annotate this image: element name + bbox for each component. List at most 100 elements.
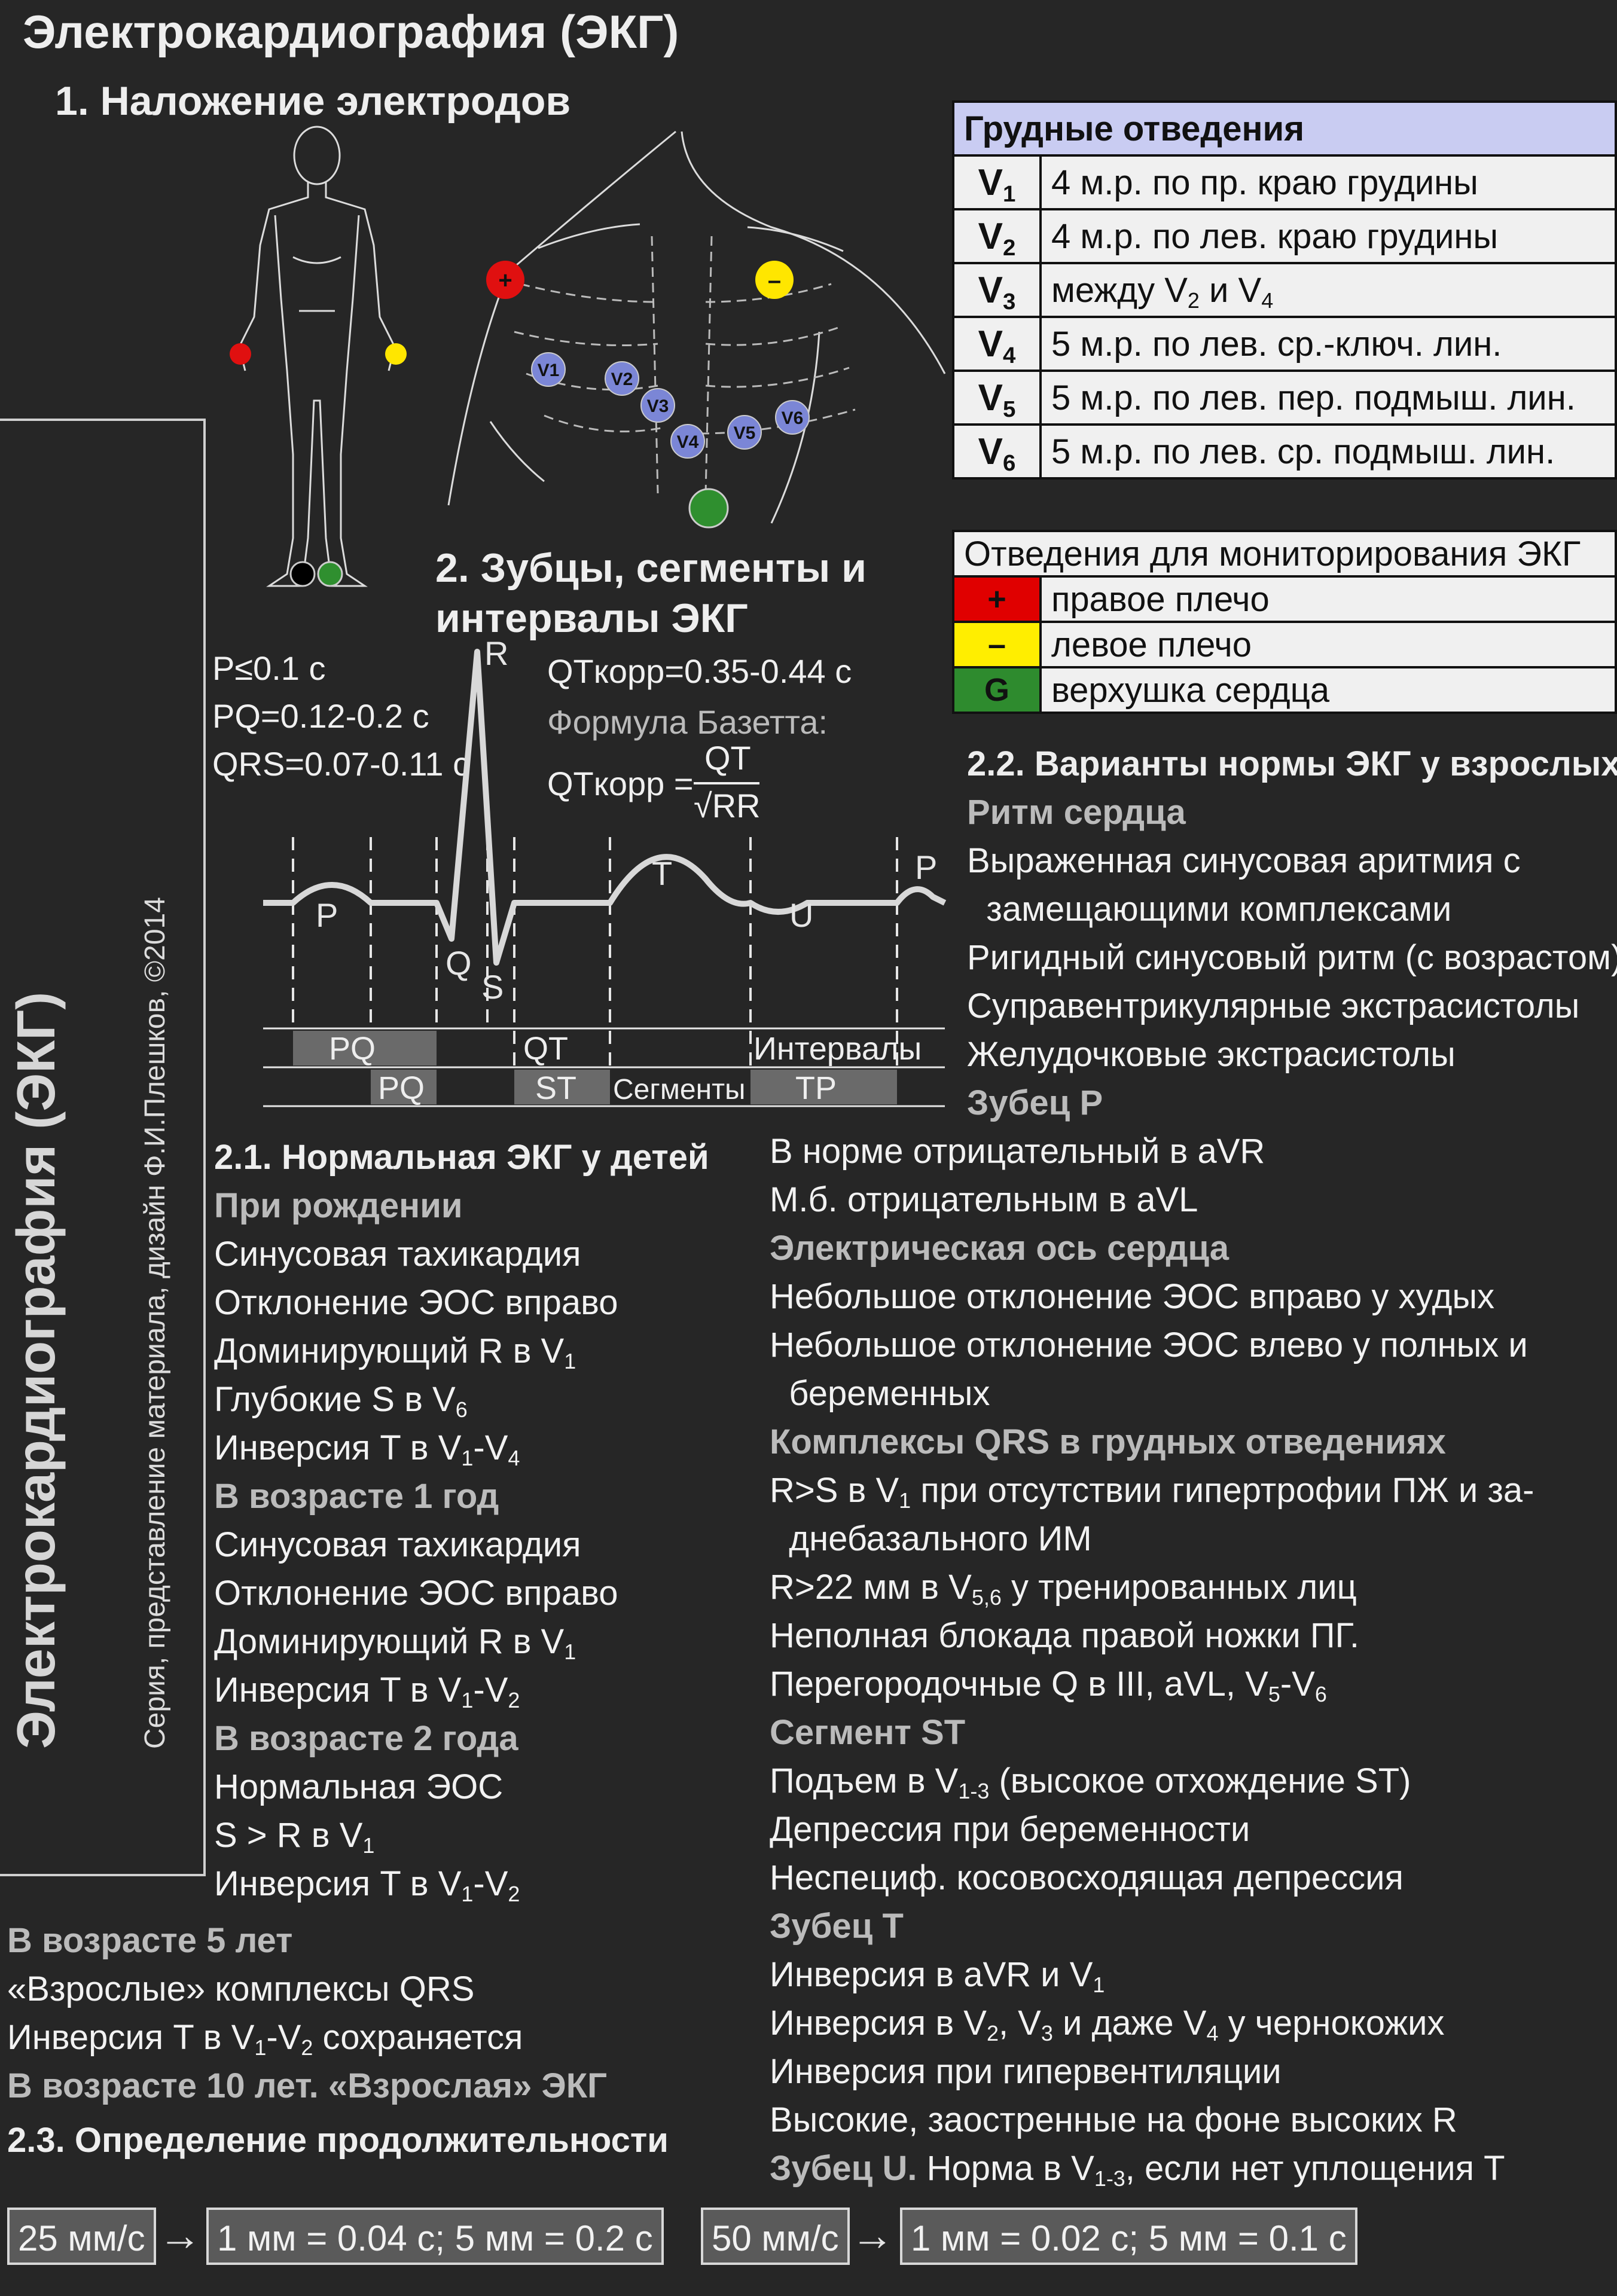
pwave-title: Зубец P bbox=[967, 1083, 1103, 1122]
lead-cell: V4 bbox=[952, 316, 1042, 372]
electrode-left-leg bbox=[317, 561, 343, 587]
formula-left: QTкорр = bbox=[547, 765, 694, 802]
axis-title: Электрическая ось сердца bbox=[770, 1229, 1229, 1268]
adults-section: 2.2. Варианты нормы ЭКГ у взрослых Ритм … bbox=[967, 740, 1617, 1127]
list-item: «Взрослые» комплексы QRS bbox=[7, 1970, 475, 2008]
list-item: Доминирующий R в V1 bbox=[214, 1622, 576, 1665]
chest-electrode-v3-label: V3 bbox=[647, 396, 669, 416]
children-section: 2.1. Нормальная ЭКГ у детей При рождении… bbox=[214, 1133, 709, 1908]
children-title: 2.1. Нормальная ЭКГ у детей bbox=[214, 1138, 709, 1177]
list-item: Синусовая тахикардия bbox=[214, 1235, 581, 1274]
uwave-line: Зубец U. Норма в V1-3, если нет уплощени… bbox=[770, 2149, 1505, 2191]
table-row: V4 5 м.р. по лев. ср.-ключ. лин. bbox=[952, 316, 1617, 372]
list-item: Желудочковые экстрасистолы bbox=[967, 1035, 1456, 1074]
st-title: Сегмент ST bbox=[770, 1713, 966, 1752]
electrode-minus bbox=[755, 261, 794, 299]
list-item: Подъем в V1-3 (высокое отхождение ST) bbox=[770, 1761, 1411, 1804]
list-item: S > R в V1 bbox=[214, 1816, 375, 1858]
page-title: Электрокардиография (ЭКГ) bbox=[23, 5, 679, 58]
list-item: Глубокие S в V6 bbox=[214, 1380, 468, 1422]
electrode-plus-label: + bbox=[498, 267, 512, 294]
twave-title: Зубец T bbox=[770, 1907, 904, 1946]
monitor-location: левое плечо bbox=[1039, 621, 1617, 668]
list-item: беременных bbox=[770, 1374, 990, 1413]
vertical-credit: Серия, представление материала, дизайн Ф… bbox=[139, 897, 171, 1749]
list-item: Неспециф. косовосходящая депрессия bbox=[770, 1858, 1404, 1897]
intervals-label: Интервалы bbox=[753, 1031, 922, 1067]
result-50-box: 1 мм = 0.02 с; 5 мм = 0.1 с bbox=[900, 2208, 1357, 2265]
chest-electrode-v5 bbox=[727, 415, 762, 450]
lead-cell: V6 bbox=[952, 423, 1042, 480]
arrow-icon: → bbox=[851, 2212, 894, 2260]
chest-electrode-v6-label: V6 bbox=[782, 408, 804, 428]
lead-position: 4 м.р. по лев. краю грудины bbox=[1039, 208, 1617, 264]
children-section-continued: В возрасте 5 лет «Взрослые» комплексы QR… bbox=[7, 1916, 669, 2164]
chest-leads-header: Грудные отведения bbox=[952, 100, 1617, 157]
chest-figure: + – V1 V2 V3 V4 V5 V6 bbox=[447, 130, 946, 529]
list-item: Нормальная ЭОС bbox=[214, 1767, 504, 1806]
table-row: V1 4 м.р. по пр. краю грудины bbox=[952, 154, 1617, 210]
wave-u-label: U bbox=[789, 896, 813, 934]
list-item: В норме отрицательный в aVR bbox=[770, 1132, 1265, 1171]
list-item: Неполная блокада правой ножки ПГ. bbox=[770, 1616, 1359, 1655]
lead-position: 5 м.р. по лев. ср.-ключ. лин. bbox=[1039, 316, 1617, 372]
lead-cell: V1 bbox=[952, 154, 1042, 210]
param-p: P≤0.1 с bbox=[212, 649, 326, 687]
list-item: Инверсия T в V1-V2 bbox=[214, 1864, 520, 1907]
qrs-title: Комплексы QRS в грудных отведениях bbox=[770, 1422, 1446, 1461]
monitor-swatch-red: + bbox=[952, 575, 1042, 623]
chest-electrode-v1-label: V1 bbox=[538, 361, 560, 380]
list-item: Инверсия T в V1-V2 сохраняется bbox=[7, 2018, 523, 2060]
chest-electrode-v4-label: V4 bbox=[677, 432, 699, 452]
wave-p-label: P bbox=[316, 896, 338, 934]
result-25-box: 1 мм = 0.04 с; 5 мм = 0.2 с bbox=[206, 2208, 664, 2265]
monitor-swatch-yellow: – bbox=[952, 621, 1042, 668]
chest-electrode-v2-label: V2 bbox=[611, 370, 633, 389]
chest-electrode-v4 bbox=[670, 424, 705, 459]
electrode-ground bbox=[688, 488, 729, 529]
rhythm-title: Ритм сердца bbox=[967, 793, 1186, 832]
interval-pq-label: PQ bbox=[329, 1031, 376, 1067]
age5-title: В возрасте 5 лет bbox=[7, 1921, 293, 1960]
section1-title: 1. Наложение электродов bbox=[55, 78, 571, 124]
list-item: Доминирующий R в V1 bbox=[214, 1332, 576, 1374]
list-item: Инверсия в V2, V3 и даже V4 у чернокожих bbox=[770, 2004, 1445, 2046]
lead-position: 5 м.р. по лев. пер. подмыш. лин. bbox=[1039, 370, 1617, 426]
speed-25-box: 25 мм/с bbox=[7, 2208, 156, 2265]
list-item: днебазального ИМ bbox=[770, 1519, 1092, 1558]
table-row: – левое плечо bbox=[952, 621, 1617, 668]
list-item: Суправентрикулярные экстрасистолы bbox=[967, 987, 1580, 1025]
section2-title: 2. Зубцы, сегменты и интервалы ЭКГ bbox=[435, 545, 867, 641]
chest-electrode-v5-label: V5 bbox=[734, 423, 756, 443]
age1-title: В возрасте 1 год bbox=[214, 1477, 499, 1516]
chest-electrode-v2 bbox=[605, 361, 639, 396]
lead-cell: V2 bbox=[952, 208, 1042, 264]
list-item: Инверсия T в V1-V2 bbox=[214, 1671, 520, 1713]
list-item: Синусовая тахикардия bbox=[214, 1525, 581, 1564]
lead-position: 5 м.р. по лев. ср. подмыш. лин. bbox=[1039, 423, 1617, 480]
age10-line: В возрасте 10 лет. «Взрослая» ЭКГ bbox=[7, 2066, 608, 2105]
list-item: Депрессия при беременности bbox=[770, 1810, 1250, 1849]
vertical-title: Электрокардиография (ЭКГ) bbox=[7, 991, 66, 1749]
list-item: Перегородочные Q в III, aVL, V5-V6 bbox=[770, 1665, 1327, 1707]
duration-title: 2.3. Определение продолжительности bbox=[7, 2121, 669, 2160]
bazett-label: Формула Базетта: bbox=[547, 703, 828, 741]
monitor-swatch-green: G bbox=[952, 666, 1042, 714]
adults-section-continued: В норме отрицательный в aVR М.б. отрицат… bbox=[770, 1127, 1534, 2193]
list-item: Инверсия при гипервентиляции bbox=[770, 2052, 1282, 2091]
wave-t-label: T bbox=[652, 854, 672, 892]
monitoring-table: Отведения для мониторирования ЭКГ + прав… bbox=[952, 530, 1617, 714]
segment-tp-label: TP bbox=[795, 1070, 837, 1106]
arrow-icon: → bbox=[158, 2212, 202, 2260]
list-item: Высокие, заостренные на фоне высоких R bbox=[770, 2100, 1457, 2139]
chest-electrode-v1 bbox=[531, 352, 566, 387]
table-row: V2 4 м.р. по лев. краю грудины bbox=[952, 208, 1617, 264]
table-row: + правое плечо bbox=[952, 575, 1617, 623]
segment-st-label: ST bbox=[535, 1070, 576, 1106]
table-row: V3 между V2 и V4 bbox=[952, 262, 1617, 318]
param-qtc: QTкорр=0.35-0.44 с bbox=[547, 652, 852, 690]
speed-50-box: 50 мм/с bbox=[701, 2208, 850, 2265]
wave-s-label: S bbox=[481, 968, 504, 1006]
electrode-left-arm bbox=[385, 343, 407, 365]
list-item: R>S в V1 при отсутствии гипертрофии ПЖ и… bbox=[770, 1471, 1534, 1513]
